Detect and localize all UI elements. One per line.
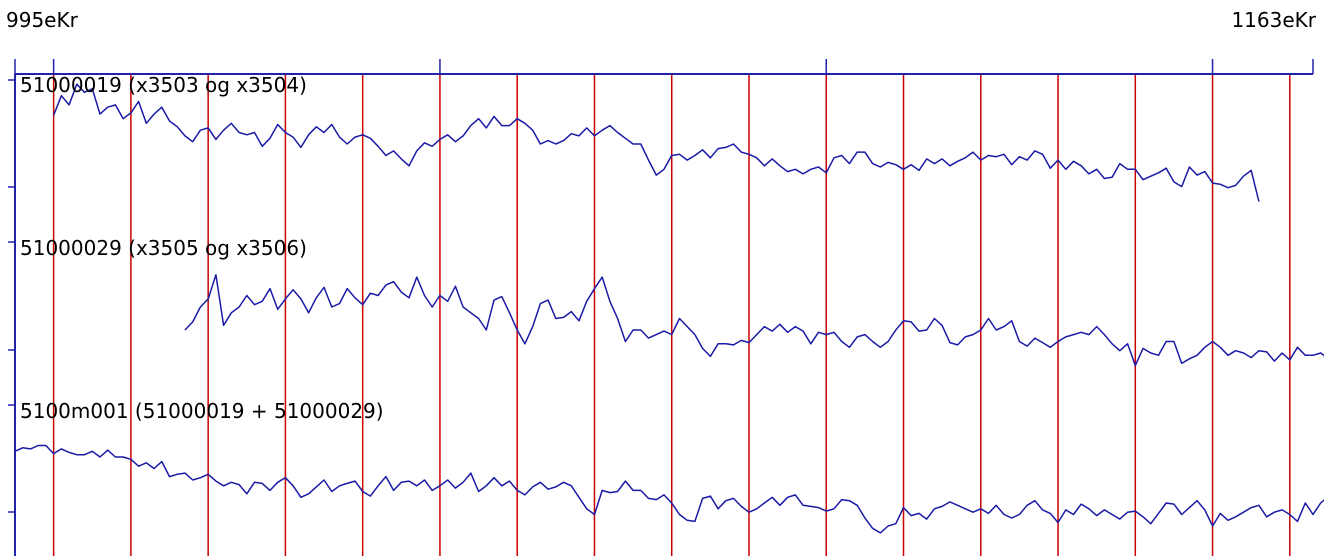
series-line-2 — [184, 274, 1324, 367]
series-label-2: 51000029 (x3505 og x3506) — [20, 236, 307, 260]
chart-axes — [8, 59, 1314, 556]
series-label-1: 51000019 (x3503 og x3504) — [20, 73, 307, 97]
series-lines — [14, 83, 1324, 534]
x-end-label: 1163eKr — [1231, 8, 1316, 32]
series-label-3: 5100m001 (51000019 + 51000029) — [20, 399, 384, 423]
series-line-3 — [14, 444, 1324, 534]
series-line-1 — [52, 83, 1260, 202]
text-labels: 995eKr 1163eKr 51000019 (x3503 og x3504)… — [6, 8, 1317, 423]
decade-grid-lines — [52, 74, 1291, 556]
x-start-label: 995eKr — [6, 8, 79, 32]
